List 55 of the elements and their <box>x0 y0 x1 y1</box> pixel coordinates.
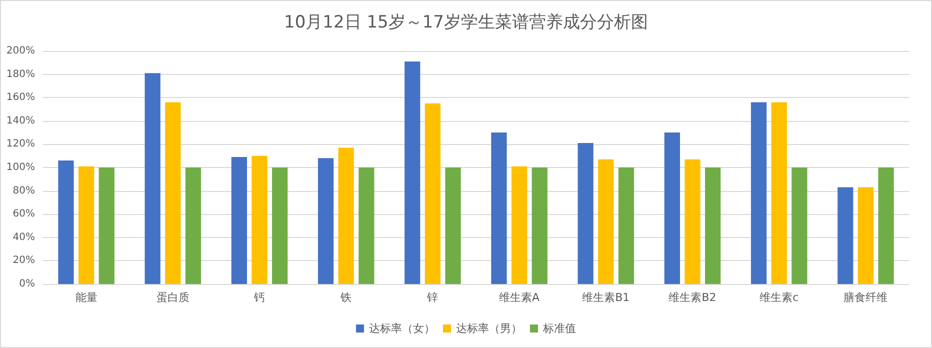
x-tick-label: 蛋白质 <box>156 291 190 304</box>
x-tick-label: 维生素c <box>760 291 799 304</box>
x-tick-label: 钙 <box>253 291 265 304</box>
bar <box>878 168 894 284</box>
y-tick-label: 80% <box>12 185 35 196</box>
bar <box>858 187 874 284</box>
x-tick-label: 维生素B1 <box>582 291 630 304</box>
y-tick-label: 20% <box>12 255 35 266</box>
x-tick-label: 锌 <box>426 291 438 304</box>
chart-title: 10月12日 15岁～17岁学生菜谱营养成分分析图 <box>284 12 648 32</box>
bar <box>144 73 160 284</box>
y-tick-label: 40% <box>12 232 35 243</box>
legend-label: 达标率（男） <box>456 322 522 335</box>
bar <box>491 132 507 284</box>
bar <box>792 168 808 284</box>
x-tick-label: 维生素A <box>499 291 540 304</box>
bar <box>578 143 594 284</box>
bar <box>165 102 181 284</box>
bar <box>618 168 634 284</box>
bar <box>445 168 461 284</box>
bar <box>58 160 74 284</box>
bar <box>185 168 202 284</box>
bar <box>338 148 354 284</box>
bar <box>98 168 114 284</box>
bar <box>598 159 614 284</box>
bar <box>664 132 680 284</box>
bar <box>705 168 721 284</box>
y-tick-label: 100% <box>6 162 35 173</box>
bar <box>424 103 441 284</box>
bar <box>231 157 247 284</box>
bar <box>838 187 854 284</box>
x-tick-label: 维生素B2 <box>668 291 716 304</box>
bar <box>358 168 374 284</box>
y-tick-label: 160% <box>6 92 35 104</box>
bar <box>252 156 268 284</box>
bar <box>78 166 94 284</box>
legend-label: 达标率（女） <box>369 322 435 335</box>
bar <box>404 61 420 284</box>
bar <box>684 159 700 284</box>
bar <box>750 102 767 284</box>
y-tick-label: 200% <box>6 46 35 56</box>
legend-label: 标准值 <box>542 322 576 335</box>
y-tick-label: 140% <box>6 115 35 126</box>
y-tick-label: 0% <box>19 278 35 290</box>
y-tick-label: 180% <box>6 68 35 80</box>
bar <box>771 102 787 284</box>
y-tick-label: 60% <box>12 208 35 220</box>
bar <box>511 166 528 284</box>
bar <box>532 168 548 284</box>
bar <box>318 158 334 284</box>
y-tick-label: 120% <box>6 138 35 150</box>
x-tick-label: 铁 <box>340 291 352 304</box>
bar <box>272 168 288 284</box>
x-tick-label: 能量 <box>75 291 98 304</box>
x-tick-label: 膳食纤维 <box>844 291 888 304</box>
